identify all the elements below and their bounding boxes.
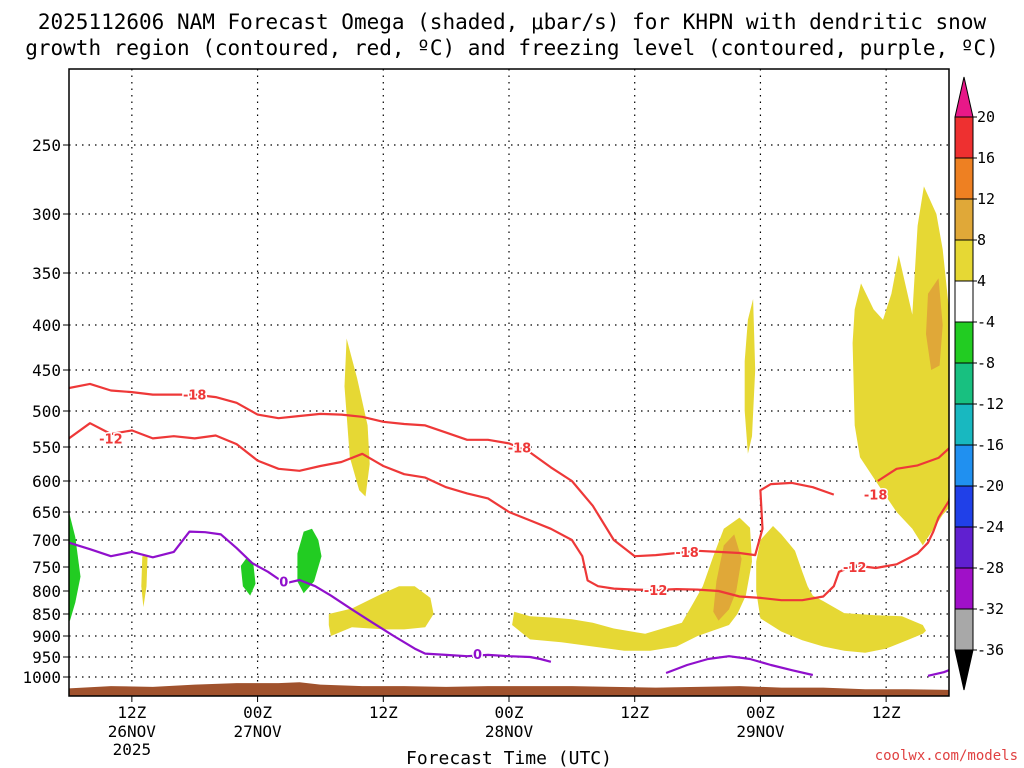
x-tick-label: 12Z	[872, 703, 901, 722]
colorbar-bin	[954, 403, 974, 446]
contour-freezing-level	[69, 530, 552, 663]
omega-region	[852, 186, 949, 546]
colorbar-label: 8	[977, 231, 986, 249]
contour-freezing-level-b	[665, 655, 814, 677]
omega-region	[926, 278, 943, 370]
contour-label: -18	[508, 442, 532, 457]
x-tick-label: 00Z	[495, 703, 524, 722]
x-tick-label: 12Z	[117, 703, 146, 722]
y-tick-label: 350	[32, 264, 61, 283]
y-tick-label: 600	[32, 472, 61, 491]
x-tick-label: 28NOV	[485, 722, 534, 741]
grid-layer	[69, 69, 949, 696]
x-tick-label: 29NOV	[736, 722, 785, 741]
colorbar-bin	[954, 485, 974, 528]
x-tick-label: 27NOV	[233, 722, 282, 741]
y-tick-label: 850	[32, 605, 61, 624]
omega-region	[512, 517, 752, 651]
omega-region	[328, 586, 434, 636]
colorbar-label: -20	[977, 477, 1004, 495]
omega-region	[141, 555, 148, 608]
contour-label: -12	[99, 432, 123, 447]
colorbar-label: -8	[977, 354, 995, 372]
contour-label: -18	[183, 389, 207, 404]
y-axis: 250 300 350 400 450 500 550 600 650 700 750 800 850 9…	[22, 136, 69, 687]
y-tick-label: 950	[32, 648, 61, 667]
colorbar-label: 12	[977, 190, 995, 208]
colorbar-bin	[954, 608, 974, 651]
colorbar-bin	[954, 362, 974, 405]
credit-text[interactable]: coolwx.com/models	[875, 748, 1018, 764]
colorbar-bin	[954, 116, 974, 159]
x-tick-label: 12Z	[620, 703, 649, 722]
colorbar-bin	[954, 444, 974, 487]
chart-title-line2: growth region (contoured, red, ºC) and f…	[25, 36, 999, 60]
y-tick-label: 250	[32, 136, 61, 155]
contour-freezing-level-c	[927, 669, 949, 677]
x-axis-title: Forecast Time (UTC)	[406, 748, 612, 768]
y-tick-label: 650	[32, 503, 61, 522]
y-tick-label: 450	[32, 361, 61, 380]
omega-region	[69, 512, 81, 621]
y-tick-label: 500	[32, 402, 61, 421]
colorbar-bin	[954, 198, 974, 241]
colorbar-bin	[954, 321, 974, 364]
omega-region	[344, 338, 370, 497]
omega-region	[756, 526, 926, 653]
y-tick-label: 900	[32, 627, 61, 646]
colorbar-label: 16	[977, 149, 995, 167]
x-tick-label: 26NOV	[108, 722, 157, 741]
colorbar-bin	[954, 239, 974, 282]
contour-dgz-minus12b	[877, 446, 949, 482]
colorbar-bottom-triangle	[954, 649, 974, 691]
omega-region	[240, 557, 256, 596]
y-tick-label: 700	[32, 531, 61, 550]
colorbar-label: -12	[977, 395, 1004, 413]
colorbar-label: -32	[977, 600, 1004, 618]
colorbar-bin	[954, 280, 974, 323]
colorbar-bin	[954, 567, 974, 610]
y-tick-label: 400	[32, 316, 61, 335]
colorbar-label: -36	[977, 641, 1004, 659]
colorbar-label: -4	[977, 313, 995, 331]
contour-label: 0	[473, 648, 482, 663]
x-tick-label: 2025	[113, 740, 152, 759]
omega-region	[297, 528, 322, 594]
omega-region	[713, 534, 742, 621]
omega-shading-layer	[69, 186, 949, 653]
colorbar-bin	[954, 157, 974, 200]
contour-label: -18	[675, 546, 699, 561]
y-tick-label: 550	[32, 438, 61, 457]
ground-layer	[69, 682, 949, 696]
contour-layer: -18 -18 -18 -18 -12 -12 -12 0 0	[69, 382, 949, 677]
colorbar-label: 20	[977, 108, 995, 126]
colorbar: 20 16 12 8 4 -4 -8 -12 -16 -20 -24 -28 -32 -36	[954, 76, 1004, 691]
y-tick-label: 300	[32, 205, 61, 224]
contour-dgz-minus12	[69, 422, 949, 602]
contour-label: -18	[864, 489, 888, 504]
x-tick-label: 00Z	[746, 703, 775, 722]
omega-region	[744, 299, 756, 454]
contour-label: 0	[279, 575, 288, 590]
contour-label: -12	[843, 561, 867, 576]
colorbar-label: -16	[977, 436, 1004, 454]
colorbar-top-triangle	[954, 76, 974, 118]
ground-terrain	[69, 682, 949, 696]
chart-title-line1: 2025112606 NAM Forecast Omega (shaded, μ…	[38, 10, 987, 34]
y-tick-label: 750	[32, 558, 61, 577]
y-tick-label: 800	[32, 582, 61, 601]
colorbar-bin	[954, 526, 974, 569]
colorbar-label: -28	[977, 559, 1004, 577]
x-tick-label: 00Z	[243, 703, 272, 722]
y-tick-label: 1000	[22, 668, 61, 687]
colorbar-label: -24	[977, 518, 1004, 536]
colorbar-label: 4	[977, 272, 986, 290]
contour-label: -12	[644, 584, 668, 599]
contour-dgz-minus18	[69, 382, 835, 558]
x-tick-label: 12Z	[369, 703, 398, 722]
